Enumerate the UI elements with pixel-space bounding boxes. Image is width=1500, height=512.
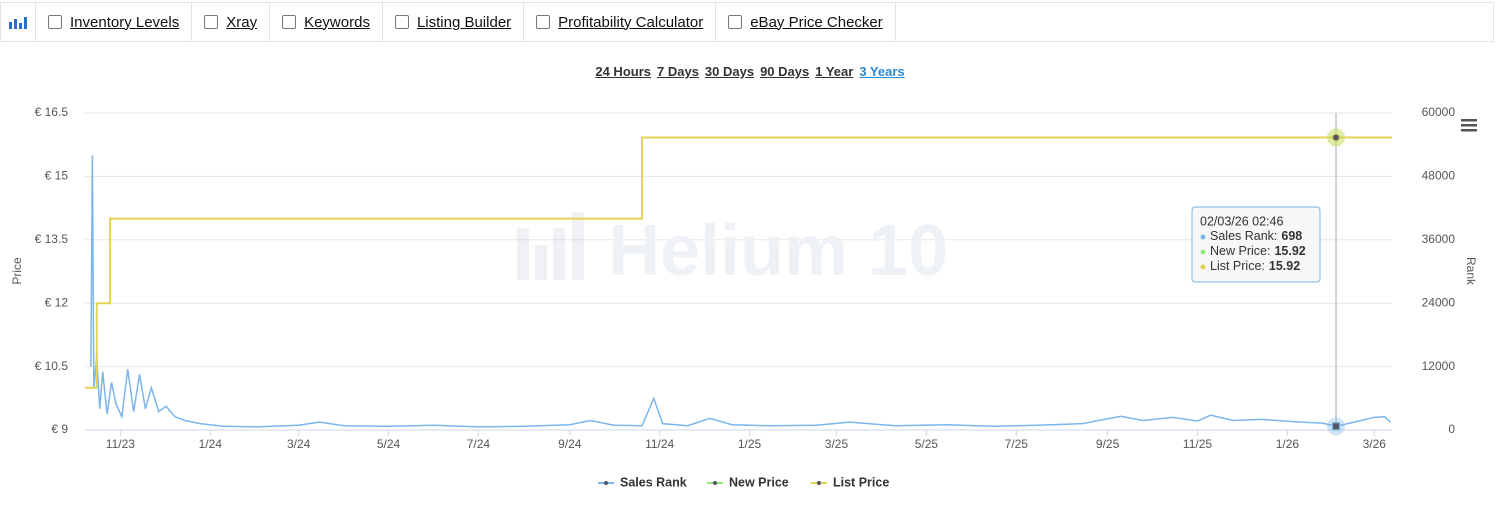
x-tick-label: 7/25: [1005, 437, 1029, 451]
legend-dot: [713, 481, 717, 485]
y-tick-label: € 16.5: [35, 105, 69, 119]
y2-tick-label: 36000: [1422, 232, 1456, 246]
nav-label: Listing Builder: [416, 13, 512, 31]
legend-dot: [604, 481, 608, 485]
x-tick-label: 3/26: [1363, 437, 1387, 451]
x-tick-label: 7/24: [467, 437, 491, 451]
x-tick-label: 1/26: [1276, 437, 1300, 451]
nav-icon: [204, 15, 219, 29]
tooltip-label: List Price:: [1210, 259, 1265, 273]
y-tick-label: € 15: [45, 169, 69, 183]
range-button[interactable]: 90 Days: [760, 64, 810, 79]
nav-label: Inventory Levels: [70, 13, 180, 31]
x-tick-label: 1/24: [199, 437, 223, 451]
legend-label: New Price: [729, 475, 789, 489]
legend-dot: [817, 481, 821, 485]
tooltip-row: List Price: 15.92: [1210, 259, 1300, 273]
tooltip-box: [1191, 206, 1321, 283]
x-tick-label: 3/25: [825, 437, 849, 451]
y2-tick-label: 0: [1448, 422, 1455, 436]
x-tick-label: 9/24: [558, 437, 582, 451]
x-tick-label: 3/24: [287, 437, 311, 451]
tooltip-dot: [1200, 249, 1206, 255]
x-tick-label: 11/23: [106, 437, 135, 451]
series-line: [90, 155, 1392, 428]
legend-item[interactable]: List Price: [811, 475, 889, 489]
tooltip-title: 02/03/26 02:46: [1200, 214, 1283, 228]
tooltip-dot: [1200, 264, 1206, 270]
legend-label: List Price: [833, 475, 889, 489]
tooltip-value: 15.92: [1274, 244, 1305, 258]
legend-label: Sales Rank: [620, 475, 687, 489]
range-button[interactable]: 24 Hours: [595, 64, 651, 79]
nav-icon: [48, 15, 62, 29]
tooltip-row: Sales Rank: 698: [1210, 229, 1302, 243]
nav-tab[interactable]: eBay Price Checker: [716, 3, 896, 41]
nav-label: eBay Price Checker: [750, 13, 883, 31]
y-axis-title: Price: [10, 257, 24, 285]
x-tick-label: 9/25: [1096, 437, 1120, 451]
nav-icon: [282, 15, 297, 29]
watermark-text: Helium 10: [608, 211, 948, 291]
nav-tab[interactable]: Profitability Calculator: [524, 3, 717, 41]
y-tick-label: € 12: [45, 295, 69, 309]
range-selector: 24 Hours 7 Days 30 Days 90 Days 1 Year 3 Year…: [0, 64, 1500, 79]
range-button[interactable]: 30 Days: [704, 64, 755, 79]
range-button[interactable]: 1 Year: [815, 64, 854, 79]
y-tick-label: € 10.5: [35, 359, 69, 373]
nav-label: Keywords: [304, 13, 370, 31]
y-tick-label: € 9: [51, 422, 68, 436]
x-tick-label: 5/25: [915, 437, 939, 451]
tooltip-dot: [1200, 234, 1206, 240]
x-tick-label: 11/25: [1183, 437, 1212, 451]
legend-item[interactable]: New Price: [707, 475, 789, 489]
nav-bar: Inventory Levels Xray Keywords Listing Buil…: [0, 2, 1494, 42]
y2-tick-label: 48000: [1422, 169, 1456, 183]
hover-marker: [1332, 422, 1341, 431]
hover-marker: [1332, 133, 1341, 142]
x-tick-label: 1/25: [738, 437, 762, 451]
nav-icon: [536, 15, 551, 29]
legend-item[interactable]: Sales Rank: [598, 475, 687, 489]
series-line: [85, 136, 1392, 389]
menu-button[interactable]: [1461, 119, 1477, 132]
chart-icon: [9, 17, 27, 29]
tooltip-value: 15.92: [1269, 259, 1300, 273]
y2-tick-label: 12000: [1422, 359, 1456, 373]
chart-icon-tab[interactable]: [1, 3, 36, 41]
nav-label: Xray: [226, 13, 258, 31]
nav-tab[interactable]: Xray: [192, 3, 271, 41]
nav-tab[interactable]: Keywords: [270, 3, 383, 41]
nav-label: Profitability Calculator: [558, 13, 704, 31]
tooltip-label: New Price:: [1210, 244, 1270, 258]
tooltip-value: 698: [1281, 229, 1302, 243]
range-button[interactable]: 3 Years: [859, 64, 905, 79]
nav-tab[interactable]: Inventory Levels: [36, 3, 193, 41]
x-tick-label: 5/24: [377, 437, 401, 451]
nav-tab[interactable]: Listing Builder: [383, 3, 525, 41]
tooltip-label: Sales Rank:: [1210, 229, 1277, 243]
nav-icon: [394, 15, 409, 29]
y2-axis-title: Rank: [1464, 257, 1478, 286]
y2-tick-label: 24000: [1422, 295, 1456, 309]
range-button[interactable]: 7 Days: [657, 64, 699, 79]
x-tick-label: 11/24: [645, 437, 674, 451]
nav-icon: [728, 15, 743, 29]
watermark: [517, 212, 584, 280]
y-tick-label: € 13.5: [35, 232, 69, 246]
y2-tick-label: 60000: [1422, 105, 1456, 119]
tooltip-row: New Price: 15.92: [1210, 244, 1306, 258]
